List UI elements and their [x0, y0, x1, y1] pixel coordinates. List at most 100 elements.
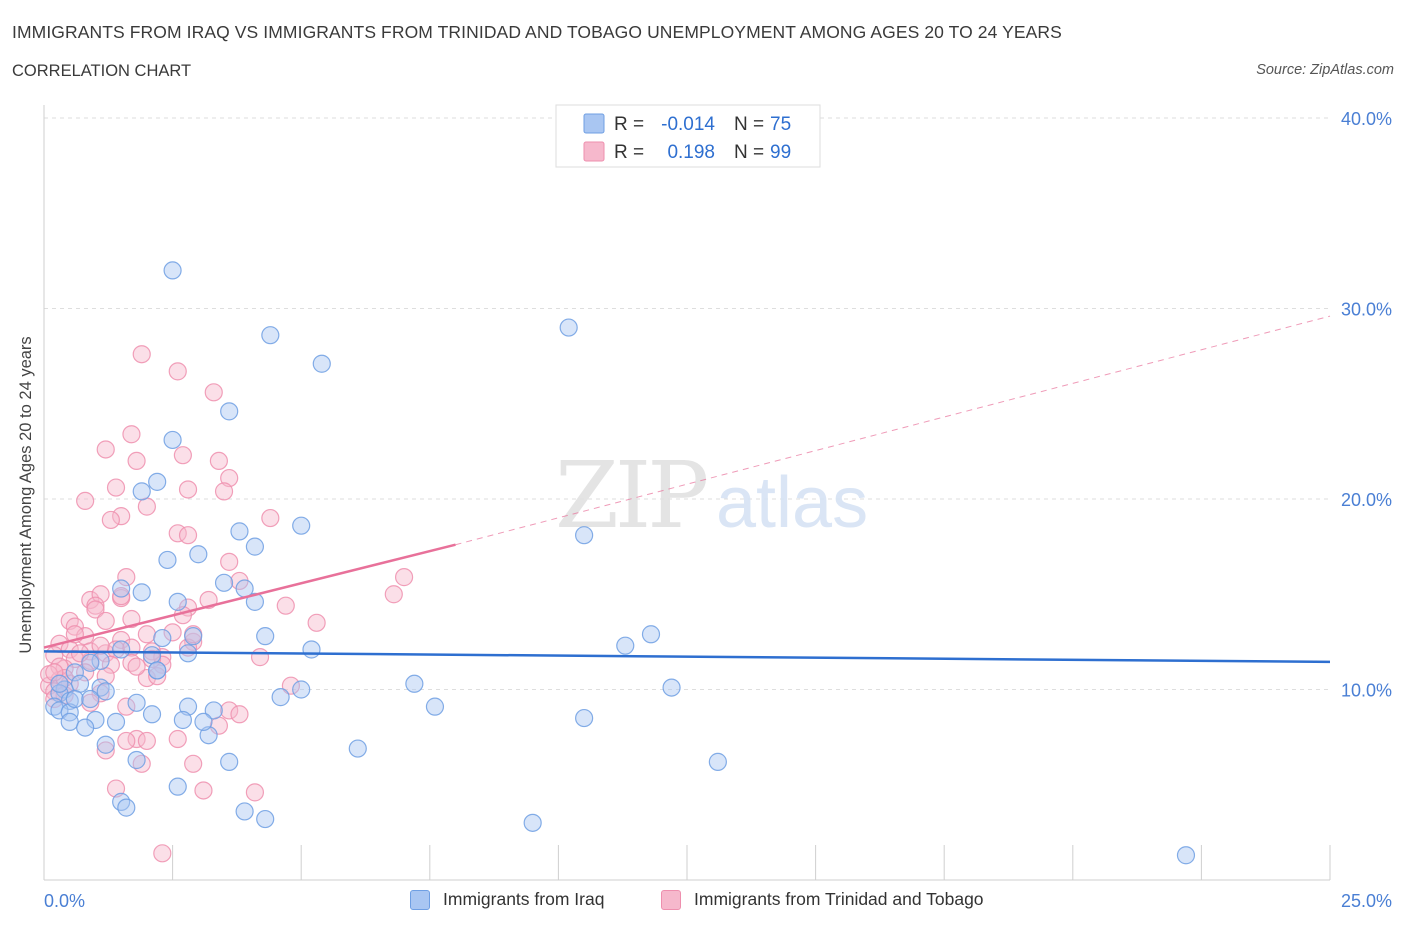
legend-swatch-trinidad [661, 889, 681, 910]
iraq-point [220, 402, 239, 421]
stats-swatch-iraq [583, 113, 605, 134]
iraq-point [230, 522, 249, 541]
trinidad-point [81, 693, 100, 712]
trinidad-point [112, 630, 131, 650]
legend: Immigrants from Iraq Immigrants from Tri… [0, 889, 1406, 915]
trinidad-point [96, 611, 115, 631]
iraq-point [163, 261, 182, 280]
x-tick-label: 25.0% [1341, 891, 1392, 911]
trinidad-point [122, 425, 141, 444]
y-tick-label: 30.0% [1341, 300, 1392, 320]
trinidad-point [220, 701, 239, 720]
trinidad-point [173, 446, 192, 465]
grid-lines [44, 117, 1330, 690]
svg-text:ZIP: ZIP [555, 442, 706, 549]
iraq-point [132, 583, 151, 602]
trinidad-point [261, 508, 280, 528]
trinidad-point [384, 585, 403, 604]
trinidad-point [106, 478, 126, 497]
trinidad-point [178, 480, 198, 499]
trinidad-point [168, 729, 187, 749]
stats-r-value-tt: 0.198 [667, 142, 715, 163]
legend-label-iraq: Immigrants from Iraq [443, 889, 605, 909]
iraq-point [142, 646, 162, 665]
y-axis-label: Unemployment Among Ages 20 to 24 years [17, 336, 35, 653]
iraq-point [235, 802, 254, 821]
iraq-point [127, 750, 146, 770]
iraq-point [132, 482, 151, 501]
trinidad-point [204, 383, 223, 402]
trinidad-point [86, 596, 105, 615]
trinidad-point [96, 440, 115, 459]
iraq-point [148, 661, 167, 680]
y-tick-label: 40.0% [1341, 109, 1392, 129]
iraq-point [65, 689, 84, 709]
trinidad-point [45, 663, 64, 682]
iraq-point [81, 653, 100, 672]
trinidad-point [209, 451, 228, 470]
y-tick-label: 10.0% [1341, 681, 1392, 701]
iraq-point [158, 550, 177, 570]
trinidad-point [117, 731, 136, 751]
iraq-point [405, 674, 424, 693]
trinidad-point [276, 596, 295, 615]
iraq-point [96, 682, 115, 701]
iraq-point [50, 674, 69, 693]
trinidad-point [76, 491, 95, 511]
iraq-point [292, 516, 311, 535]
iraq-point [76, 718, 95, 737]
iraq-point [65, 663, 84, 682]
trinidad-point [220, 468, 239, 488]
iraq-point [204, 701, 223, 720]
iraq-point [292, 680, 311, 699]
trinidad-point [394, 568, 414, 587]
legend-swatch-iraq [410, 889, 430, 910]
iraq-point [60, 712, 79, 731]
trinidad-point [86, 600, 105, 619]
iraq-point [214, 573, 234, 592]
stats-r-label-iraq: R = [614, 114, 644, 135]
iraq-point [106, 712, 126, 731]
legend-item-trinidad[interactable]: Immigrants from Trinidad and Tobago [661, 889, 984, 910]
trinidad-point [91, 636, 110, 655]
trinidad-point [281, 676, 301, 695]
trend-line-trinidad [43, 543, 456, 649]
series-iraq-points [45, 261, 1196, 865]
iraq-point [220, 752, 239, 771]
trinidad-point [60, 611, 79, 631]
iraq-point [523, 813, 542, 832]
trinidad-point [127, 451, 146, 470]
trinidad-point [117, 697, 136, 716]
trinidad-point [142, 649, 162, 669]
iraq-point [256, 809, 275, 829]
trinidad-point [178, 526, 198, 545]
stats-swatch-tt [583, 141, 605, 162]
iraq-point [70, 674, 90, 693]
legend-item-iraq[interactable]: Immigrants from Iraq [410, 889, 604, 910]
trinidad-point [117, 568, 136, 587]
legend-label-trinidad: Immigrants from Trinidad and Tobago [694, 889, 984, 909]
trend-line-trinidad-extension [455, 315, 1331, 546]
trinidad-point [96, 741, 115, 760]
iraq-point [1176, 846, 1196, 865]
iraq-point [575, 526, 594, 545]
iraq-point [245, 592, 265, 611]
iraq-point [616, 636, 635, 655]
source-note: Source: ZipAtlas.com [1256, 62, 1394, 78]
trend-lines [43, 315, 1331, 664]
iraq-point [348, 739, 367, 758]
series-trinidad-points [40, 345, 414, 863]
iraq-point [261, 326, 280, 345]
stats-r-value-iraq: -0.014 [661, 114, 715, 135]
iraq-point [173, 710, 192, 730]
stats-box: R = -0.014 N = 75 R = 0.198 N = 99 [555, 104, 821, 168]
iraq-point [96, 735, 115, 754]
trinidad-point [220, 552, 239, 571]
iraq-point [112, 792, 131, 811]
svg-text:atlas: atlas [716, 463, 868, 543]
iraq-point [153, 628, 172, 648]
trinidad-point [230, 705, 249, 724]
iraq-point [189, 545, 208, 564]
iraq-point [127, 693, 146, 712]
stats-r-label-tt: R = [614, 142, 644, 163]
